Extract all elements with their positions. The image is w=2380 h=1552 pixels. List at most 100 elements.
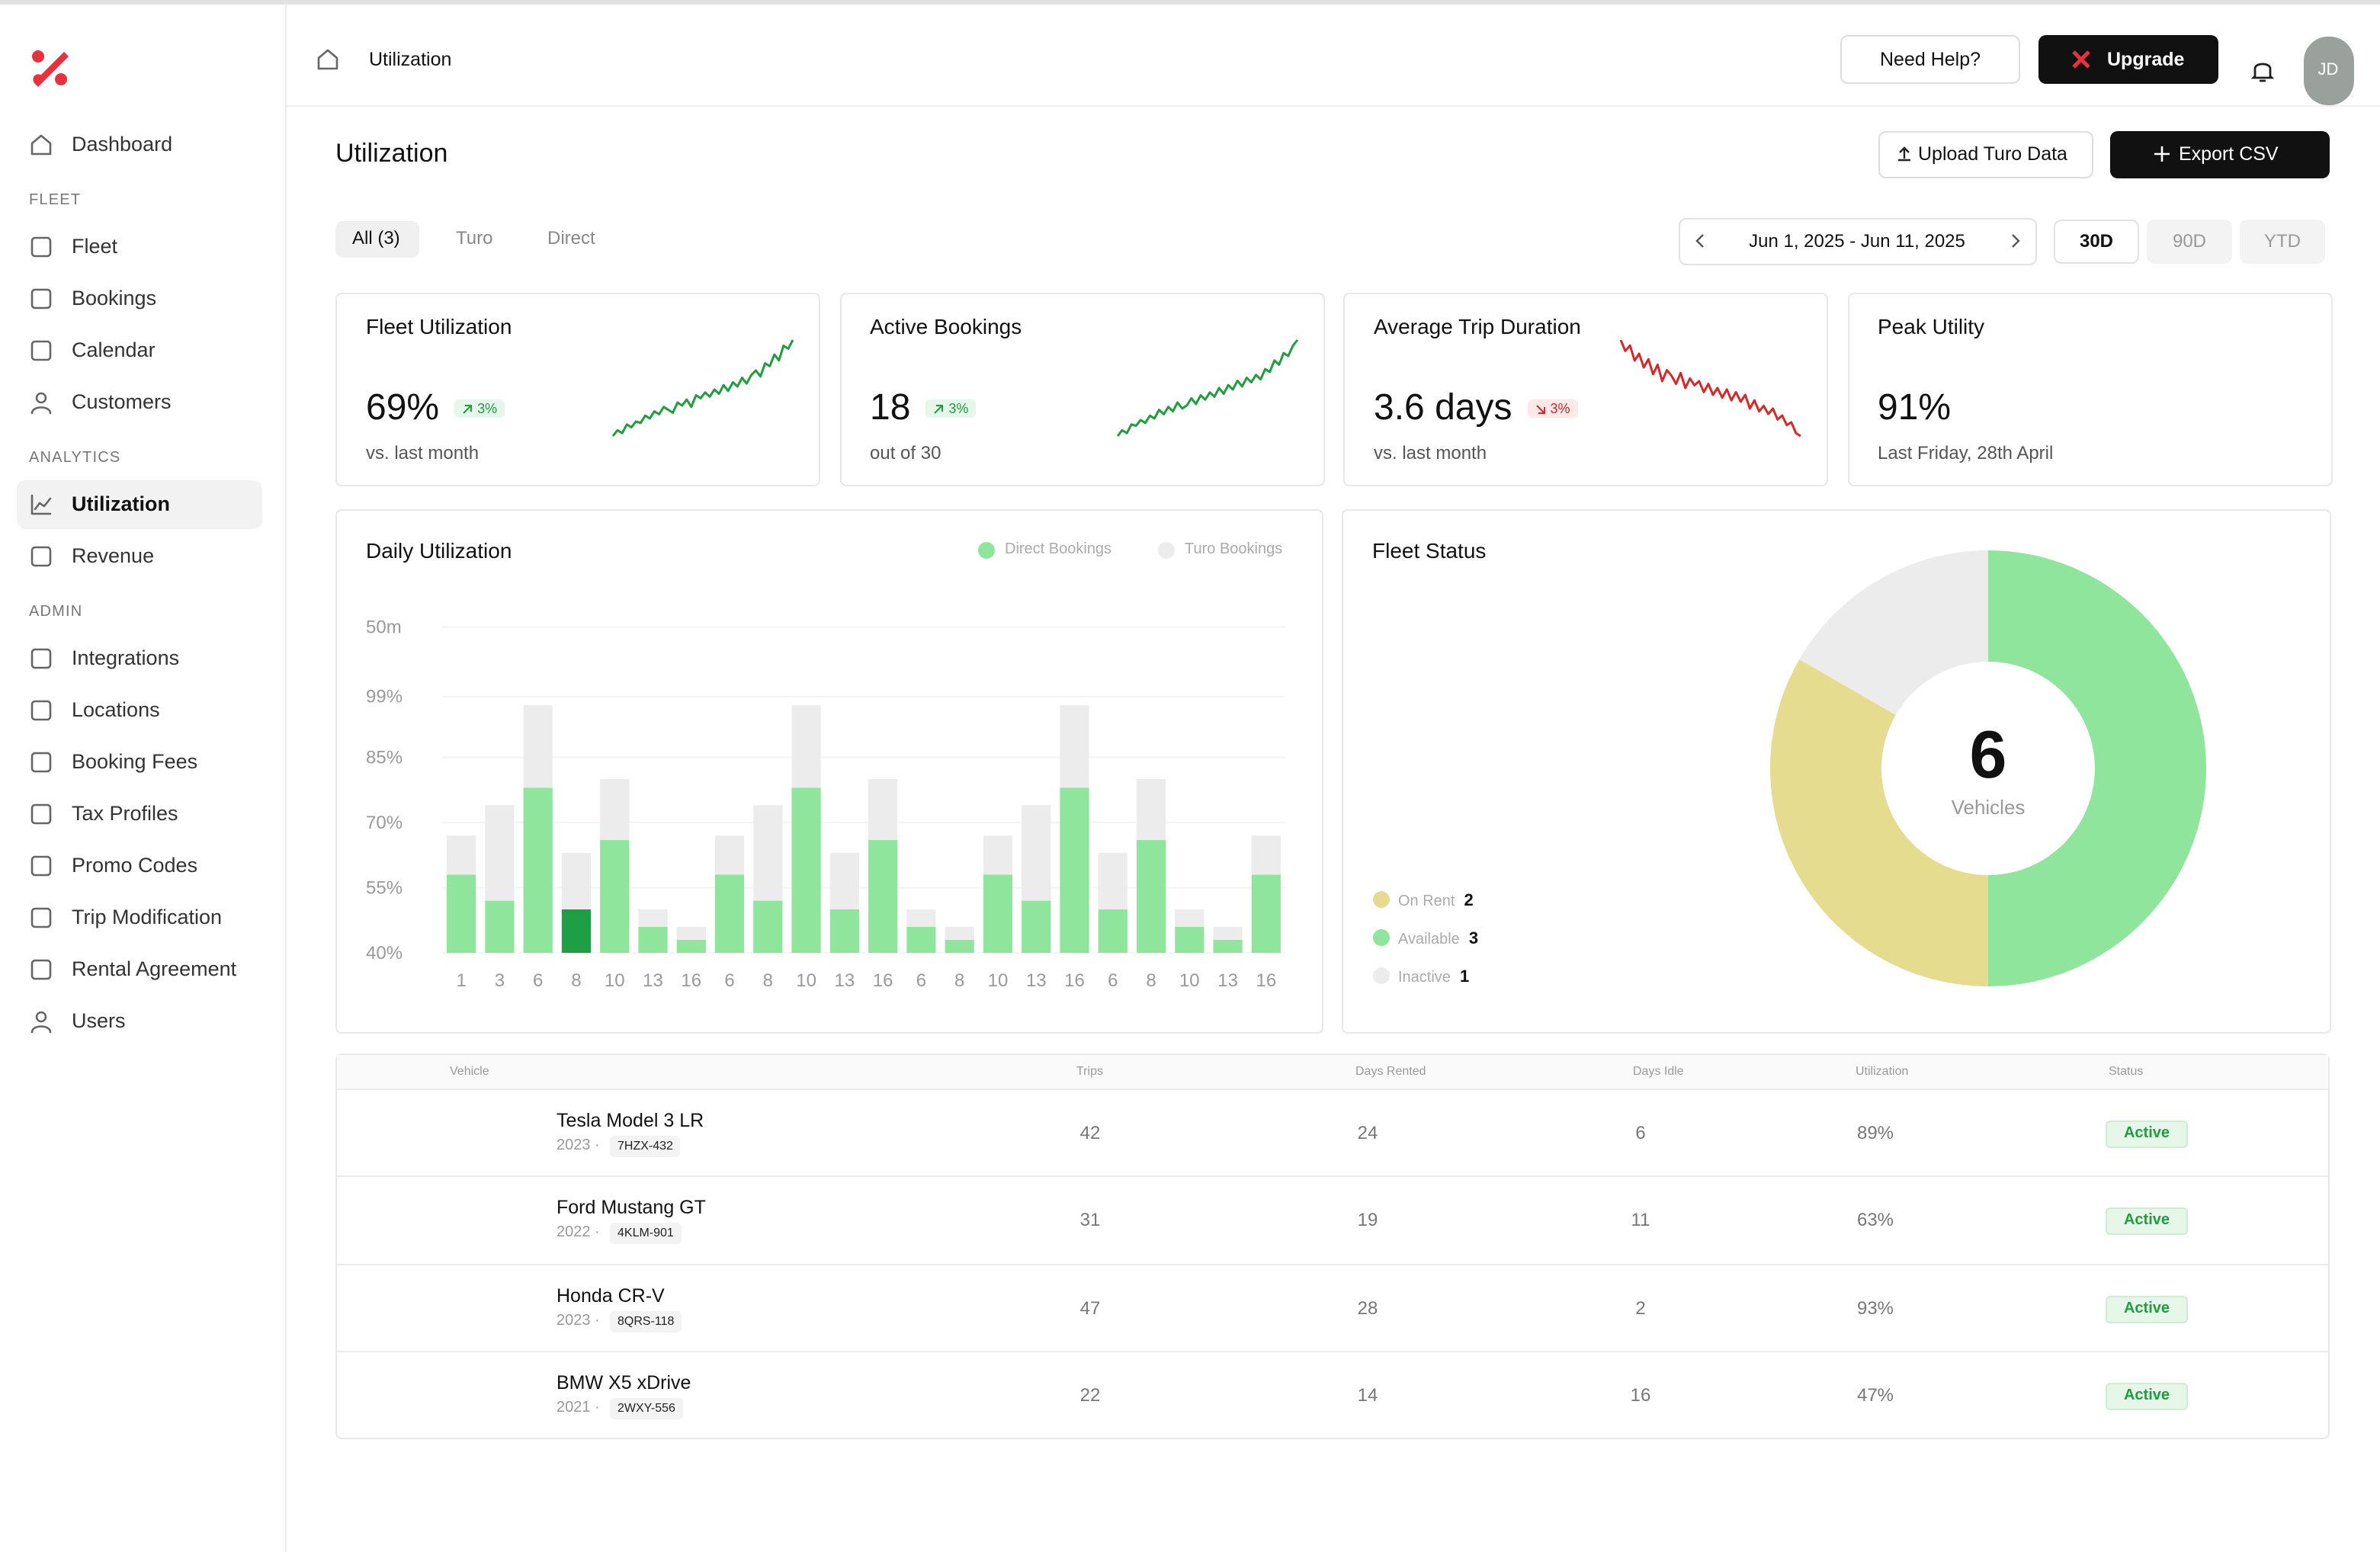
bar-segment — [829, 852, 859, 909]
upload-label: Upload Turo Data — [1918, 143, 2067, 165]
icon — [30, 1011, 52, 1034]
chevron-icon — [1695, 234, 1704, 248]
nav-item[interactable]: Fleet — [72, 235, 118, 258]
icon-part — [30, 959, 52, 980]
y-tick-label: 55% — [366, 878, 403, 899]
upload-button[interactable] — [1878, 131, 2093, 178]
nav-item[interactable]: Revenue — [72, 544, 155, 567]
x-tick-label: 13 — [835, 970, 855, 991]
chart-card — [335, 509, 1323, 1034]
vehicle-year: 2021 · — [557, 1399, 600, 1416]
y-tick-label: 99% — [366, 687, 403, 707]
export-button[interactable] — [2110, 131, 2330, 178]
bar-segment — [1060, 787, 1089, 953]
kpi-value: 18 — [870, 387, 911, 428]
icon-part — [30, 1025, 52, 1034]
x-tick-label: 13 — [1217, 970, 1238, 991]
nav-item[interactable]: Users — [72, 1009, 126, 1032]
icon-part — [30, 288, 52, 309]
nav-item[interactable]: Locations — [72, 698, 160, 721]
nav-item[interactable]: Rental Agreement — [72, 957, 237, 980]
icon — [30, 907, 52, 928]
bar-segment — [714, 874, 745, 953]
bar-segment — [791, 705, 821, 788]
row-separator — [337, 1350, 2328, 1352]
period-label: YTD — [2264, 230, 2301, 252]
upload-icon — [1898, 146, 1910, 162]
donut-center-value: 6 — [1970, 717, 2007, 792]
row-separator — [337, 1175, 2328, 1178]
kpi-change-badge: 3% — [1527, 399, 1578, 418]
kpi-value-row: 3.6 days 3% — [1374, 386, 1578, 431]
bar-segment — [1022, 805, 1051, 901]
nav-item[interactable]: Bookings — [72, 287, 157, 309]
help-label: Need Help? — [1879, 49, 1981, 70]
nav-item[interactable]: Dashboard — [72, 133, 173, 156]
bar-segment — [753, 805, 783, 901]
chart-card — [1342, 509, 2331, 1034]
vehicle-name: Ford Mustang GT — [557, 1197, 706, 1219]
filter-tab[interactable]: Direct — [547, 227, 595, 249]
x-tick-label: 13 — [643, 970, 663, 991]
legend-label: On Rent — [1398, 893, 1455, 909]
period-label: 90D — [2172, 230, 2207, 252]
nav-item[interactable]: Customers — [72, 390, 172, 413]
nav-item[interactable]: Calendar — [72, 338, 156, 361]
legend-dot — [1373, 929, 1390, 946]
period-button[interactable] — [2054, 220, 2139, 264]
change-arrow — [1535, 404, 1545, 413]
legend-label: Direct Bookings — [1005, 541, 1112, 558]
period-button[interactable] — [2240, 220, 2325, 264]
y-tick-label: 70% — [366, 813, 403, 833]
icon-part — [1898, 146, 1910, 162]
table-cell: 31 — [1079, 1209, 1101, 1231]
x-tick-label: 16 — [1256, 970, 1277, 991]
bar-segment — [1098, 909, 1127, 953]
donut-segment — [1799, 550, 1988, 715]
filter-tab[interactable]: Turo — [456, 227, 493, 249]
bar-segment — [906, 926, 936, 953]
x-tick-label: 16 — [873, 970, 893, 991]
tab-active-bg — [335, 221, 419, 258]
nav-item[interactable]: Trip Modification — [72, 906, 223, 928]
icon-part — [1695, 234, 1704, 248]
period-button[interactable] — [2147, 220, 2232, 264]
legend-swatch — [978, 542, 995, 559]
table-cell: 2 — [1635, 1297, 1646, 1319]
icon — [30, 700, 52, 721]
help-button[interactable] — [1840, 35, 2020, 84]
icon-part — [30, 700, 52, 721]
upgrade-icon — [2072, 50, 2090, 69]
logo — [32, 50, 69, 87]
nav-item[interactable]: Tax Profiles — [72, 802, 178, 825]
nav-item[interactable]: Utilization — [72, 492, 170, 515]
kpi-title: Fleet Utilization — [366, 314, 512, 338]
table-cell: 11 — [1631, 1209, 1650, 1231]
avatar[interactable] — [2304, 37, 2354, 105]
bar-segment — [1175, 926, 1204, 953]
table-cell: 47 — [1079, 1297, 1101, 1319]
bar-segment — [1251, 835, 1281, 875]
nav-section-title: FLEET — [29, 192, 82, 209]
bar-segment — [945, 939, 974, 953]
x-tick-label: 3 — [495, 970, 505, 991]
upgrade-button[interactable] — [2038, 35, 2218, 84]
x-tick-label: 6 — [533, 970, 543, 991]
x-tick-label: 6 — [724, 970, 734, 991]
icon-part — [317, 49, 338, 70]
icon-part — [30, 494, 52, 515]
nav-item[interactable]: Integrations — [72, 646, 180, 669]
filter-tab[interactable]: All (3) — [352, 227, 400, 249]
legend-dot — [1158, 542, 1175, 559]
x-tick-label: 8 — [1146, 970, 1156, 991]
change-arrow — [934, 404, 944, 413]
change-arrow — [463, 404, 473, 413]
legend-label: Turo Bookings — [1185, 541, 1283, 558]
date-range[interactable]: Jun 1, 2025 - Jun 11, 2025 — [1749, 230, 1965, 252]
table-cell: 63% — [1856, 1209, 1894, 1231]
kpi-value: 69% — [366, 387, 440, 428]
vehicle-name: Honda CR-V — [557, 1284, 665, 1307]
nav-item[interactable]: Promo Codes — [72, 854, 198, 877]
nav-item[interactable]: Booking Fees — [72, 750, 198, 773]
legend-dot — [1373, 967, 1390, 984]
